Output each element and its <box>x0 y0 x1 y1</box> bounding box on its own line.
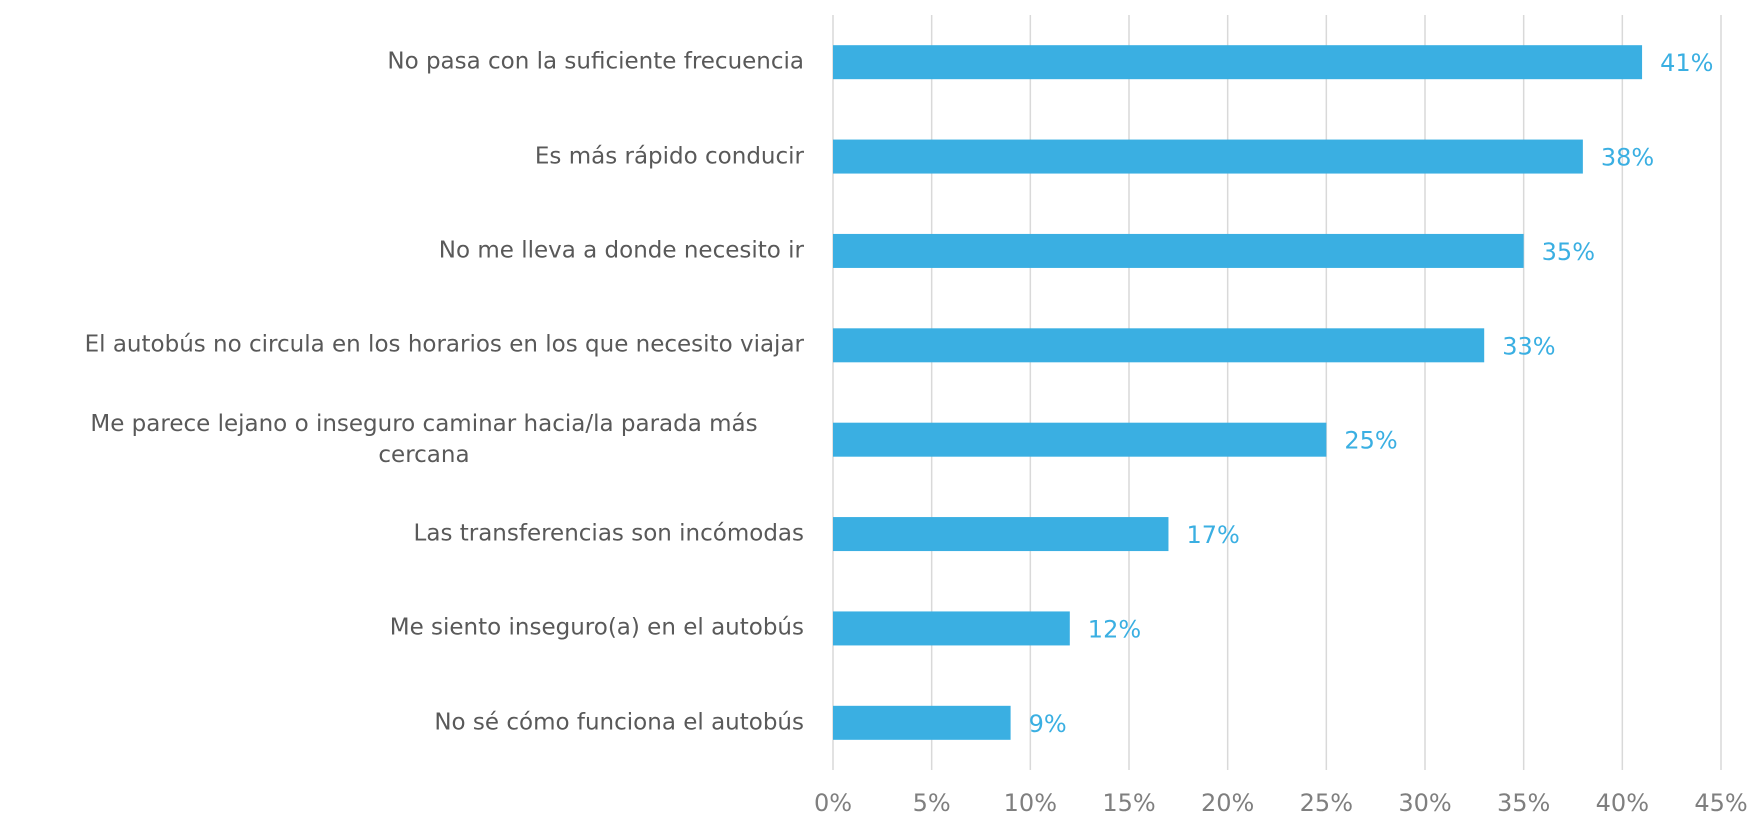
category-label-box: Me siento inseguro(a) en el autobús <box>4 613 804 644</box>
bar <box>833 233 1524 268</box>
x-tick-label: 40% <box>1596 789 1649 817</box>
x-tick-label: 45% <box>1694 789 1747 817</box>
bar <box>833 139 1583 174</box>
bar <box>833 705 1011 740</box>
value-label: 33% <box>1502 332 1555 360</box>
category-label-box: No me lleva a donde necesito ir <box>4 235 804 266</box>
category-label-box: Me parece lejano o inseguro caminar haci… <box>4 409 804 471</box>
x-tick-label: 0% <box>814 789 852 817</box>
y-tick-label: No pasa con la suficiente frecuencia <box>387 48 804 75</box>
bar <box>833 517 1169 552</box>
y-tick-label: Las transferencias son incómodas <box>413 520 804 547</box>
x-tick-label: 35% <box>1497 789 1550 817</box>
bar <box>833 611 1070 646</box>
bar <box>833 422 1327 457</box>
y-tick-label: Es más rápido conducir <box>534 143 804 170</box>
y-tick-label: Me parece lejano o inseguro caminar haci… <box>90 410 758 468</box>
category-label-box: El autobús no circula en los horarios en… <box>4 330 804 361</box>
value-label: 25% <box>1344 427 1397 455</box>
category-label-box: No pasa con la suficiente frecuencia <box>4 47 804 78</box>
bar <box>833 45 1643 80</box>
value-label: 38% <box>1601 144 1654 172</box>
x-tick-label: 25% <box>1300 789 1353 817</box>
category-label-box: No sé cómo funciona el autobús <box>4 707 804 738</box>
x-tick-label: 20% <box>1201 789 1254 817</box>
value-label: 12% <box>1088 615 1141 643</box>
x-tick-label: 30% <box>1398 789 1451 817</box>
value-label: 41% <box>1660 49 1713 77</box>
x-tick-label: 15% <box>1102 789 1155 817</box>
x-tick-label: 5% <box>913 789 951 817</box>
value-label: 17% <box>1186 521 1239 549</box>
y-tick-label: No sé cómo funciona el autobús <box>434 709 804 736</box>
y-tick-label: Me siento inseguro(a) en el autobús <box>389 614 804 641</box>
value-label: 9% <box>1029 710 1067 738</box>
y-tick-label: El autobús no circula en los horarios en… <box>84 331 804 358</box>
y-tick-label: No me lleva a donde necesito ir <box>438 237 804 264</box>
value-label: 35% <box>1542 238 1595 266</box>
category-label-box: Las transferencias son incómodas <box>4 519 804 550</box>
category-label-box: Es más rápido conducir <box>4 141 804 172</box>
x-tick-label: 10% <box>1004 789 1057 817</box>
bar <box>833 328 1485 363</box>
